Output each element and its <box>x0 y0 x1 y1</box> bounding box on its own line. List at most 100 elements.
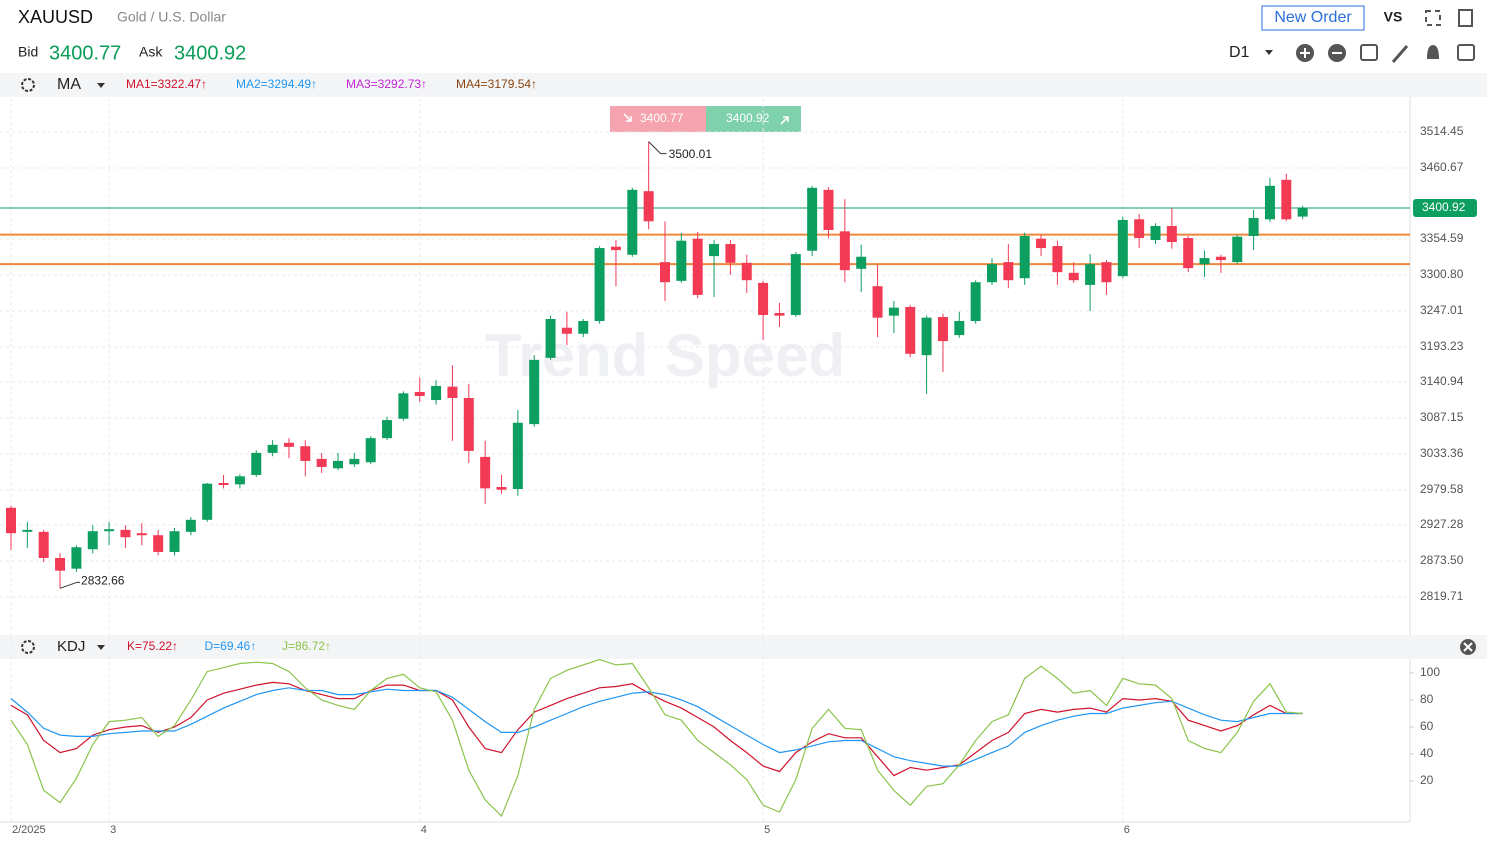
ma-legend: MA4=3179.54↑ <box>456 77 537 91</box>
max-label: 3500.01 <box>669 147 713 161</box>
kdj-toolbar <box>0 635 1487 659</box>
ma-legend: MA1=3322.47↑ <box>126 77 207 91</box>
candle-body <box>888 307 899 316</box>
x-tick-label: 5 <box>764 824 770 836</box>
symbol: XAUUSD <box>18 7 93 27</box>
x-tick-label: 6 <box>1124 824 1130 836</box>
candle-body <box>218 483 229 486</box>
candle-body <box>6 507 16 534</box>
candle-body <box>382 420 393 439</box>
ask-box-value[interactable]: 3400.92 <box>726 111 770 125</box>
y-tick-label: 3140.94 <box>1420 374 1464 388</box>
candle-body <box>807 187 818 251</box>
candle-body <box>1297 207 1308 217</box>
min-marker <box>59 581 81 589</box>
kdj-indicator[interactable]: KDJ <box>57 638 85 655</box>
bid-box-value[interactable]: 3400.77 <box>640 111 684 125</box>
timeframe-caret[interactable] <box>1265 50 1273 55</box>
ask-value: 3400.92 <box>174 42 246 64</box>
candle-body <box>954 321 965 336</box>
ma-settings-icon[interactable] <box>21 78 35 92</box>
candle-body <box>71 547 82 569</box>
candle-body <box>627 189 638 255</box>
candle-body <box>365 438 376 463</box>
candle-body <box>55 557 66 571</box>
candle-body <box>300 446 311 461</box>
y-tick-label: 2873.50 <box>1420 553 1464 567</box>
y-tick-label: 2927.28 <box>1420 517 1464 531</box>
candle-body <box>1183 238 1194 269</box>
min-label: 2832.66 <box>81 573 125 587</box>
candle-body <box>561 327 572 334</box>
candle-body <box>921 317 932 356</box>
x-tick-label: 2/2025 <box>12 824 46 836</box>
candle-body <box>1215 256 1226 261</box>
kdj-settings-icon[interactable] <box>21 640 35 654</box>
max-marker <box>648 141 667 155</box>
candle-body <box>1199 258 1210 265</box>
price-tag-label: 3400.92 <box>1422 200 1466 214</box>
indicator-icon[interactable] <box>1457 44 1475 61</box>
candle-body <box>38 531 49 558</box>
candle-body <box>22 529 33 532</box>
kdj-legend: D=69.46↑ <box>205 639 257 653</box>
watermark: Trend Speed <box>485 322 845 389</box>
candle-body <box>790 254 801 316</box>
candle-body <box>1003 262 1014 281</box>
candle-body <box>610 246 621 251</box>
ask-label: Ask <box>139 44 163 60</box>
kdj-line <box>10 687 1303 767</box>
bid-box[interactable] <box>610 106 706 132</box>
y-tick-label: 3300.80 <box>1420 267 1464 281</box>
candle-body <box>545 319 556 358</box>
bid-arrow <box>623 113 632 122</box>
candle-body <box>333 460 343 469</box>
ma-indicator[interactable]: MA <box>57 76 81 93</box>
candle-body <box>316 458 327 467</box>
candle-body <box>692 238 703 295</box>
candle-body <box>594 248 605 322</box>
price-tag <box>1413 198 1477 217</box>
candle-body <box>463 397 474 451</box>
candle-body <box>1036 238 1047 249</box>
candle-body <box>905 306 916 354</box>
candle-body <box>234 476 245 485</box>
kdj-legend: J=86.72↑ <box>282 639 331 653</box>
y-tick-label: 40 <box>1420 746 1434 760</box>
vs-button[interactable]: VS <box>1384 9 1403 25</box>
candle-body <box>856 256 867 269</box>
candle-body <box>283 442 294 447</box>
panel-icon[interactable] <box>1458 9 1473 27</box>
candle-body <box>480 456 491 489</box>
kdj-caret[interactable] <box>97 645 105 650</box>
candle-body <box>578 321 589 334</box>
candle-body <box>823 189 834 230</box>
y-tick-label: 20 <box>1420 773 1434 787</box>
new-order-label[interactable]: New Order <box>1274 9 1352 26</box>
candle-body <box>987 264 997 283</box>
y-tick-label: 3247.01 <box>1420 303 1464 317</box>
y-tick-label: 3514.45 <box>1420 124 1464 138</box>
candle-body <box>202 483 213 520</box>
chart-type-icon[interactable] <box>1360 44 1378 61</box>
y-tick-label: 80 <box>1420 692 1434 706</box>
ma-caret[interactable] <box>97 83 105 88</box>
x-tick-label: 4 <box>421 824 427 836</box>
candle-body <box>1134 219 1145 239</box>
y-tick-label: 3460.67 <box>1420 160 1464 174</box>
candle-body <box>1019 236 1030 279</box>
alert-icon[interactable] <box>1427 45 1439 59</box>
candle-body <box>136 533 147 536</box>
ask-arrow <box>780 116 789 125</box>
candle-body <box>774 312 785 316</box>
y-tick-label: 100 <box>1420 665 1440 679</box>
fullscreen-icon[interactable] <box>1425 10 1441 26</box>
kdj-line <box>10 658 1303 818</box>
candle-body <box>169 531 180 552</box>
new-order-button[interactable] <box>1261 5 1365 31</box>
candle-body <box>251 452 262 475</box>
candle-body <box>1248 217 1259 237</box>
draw-icon[interactable] <box>1391 45 1409 63</box>
timeframe[interactable]: D1 <box>1229 44 1250 61</box>
